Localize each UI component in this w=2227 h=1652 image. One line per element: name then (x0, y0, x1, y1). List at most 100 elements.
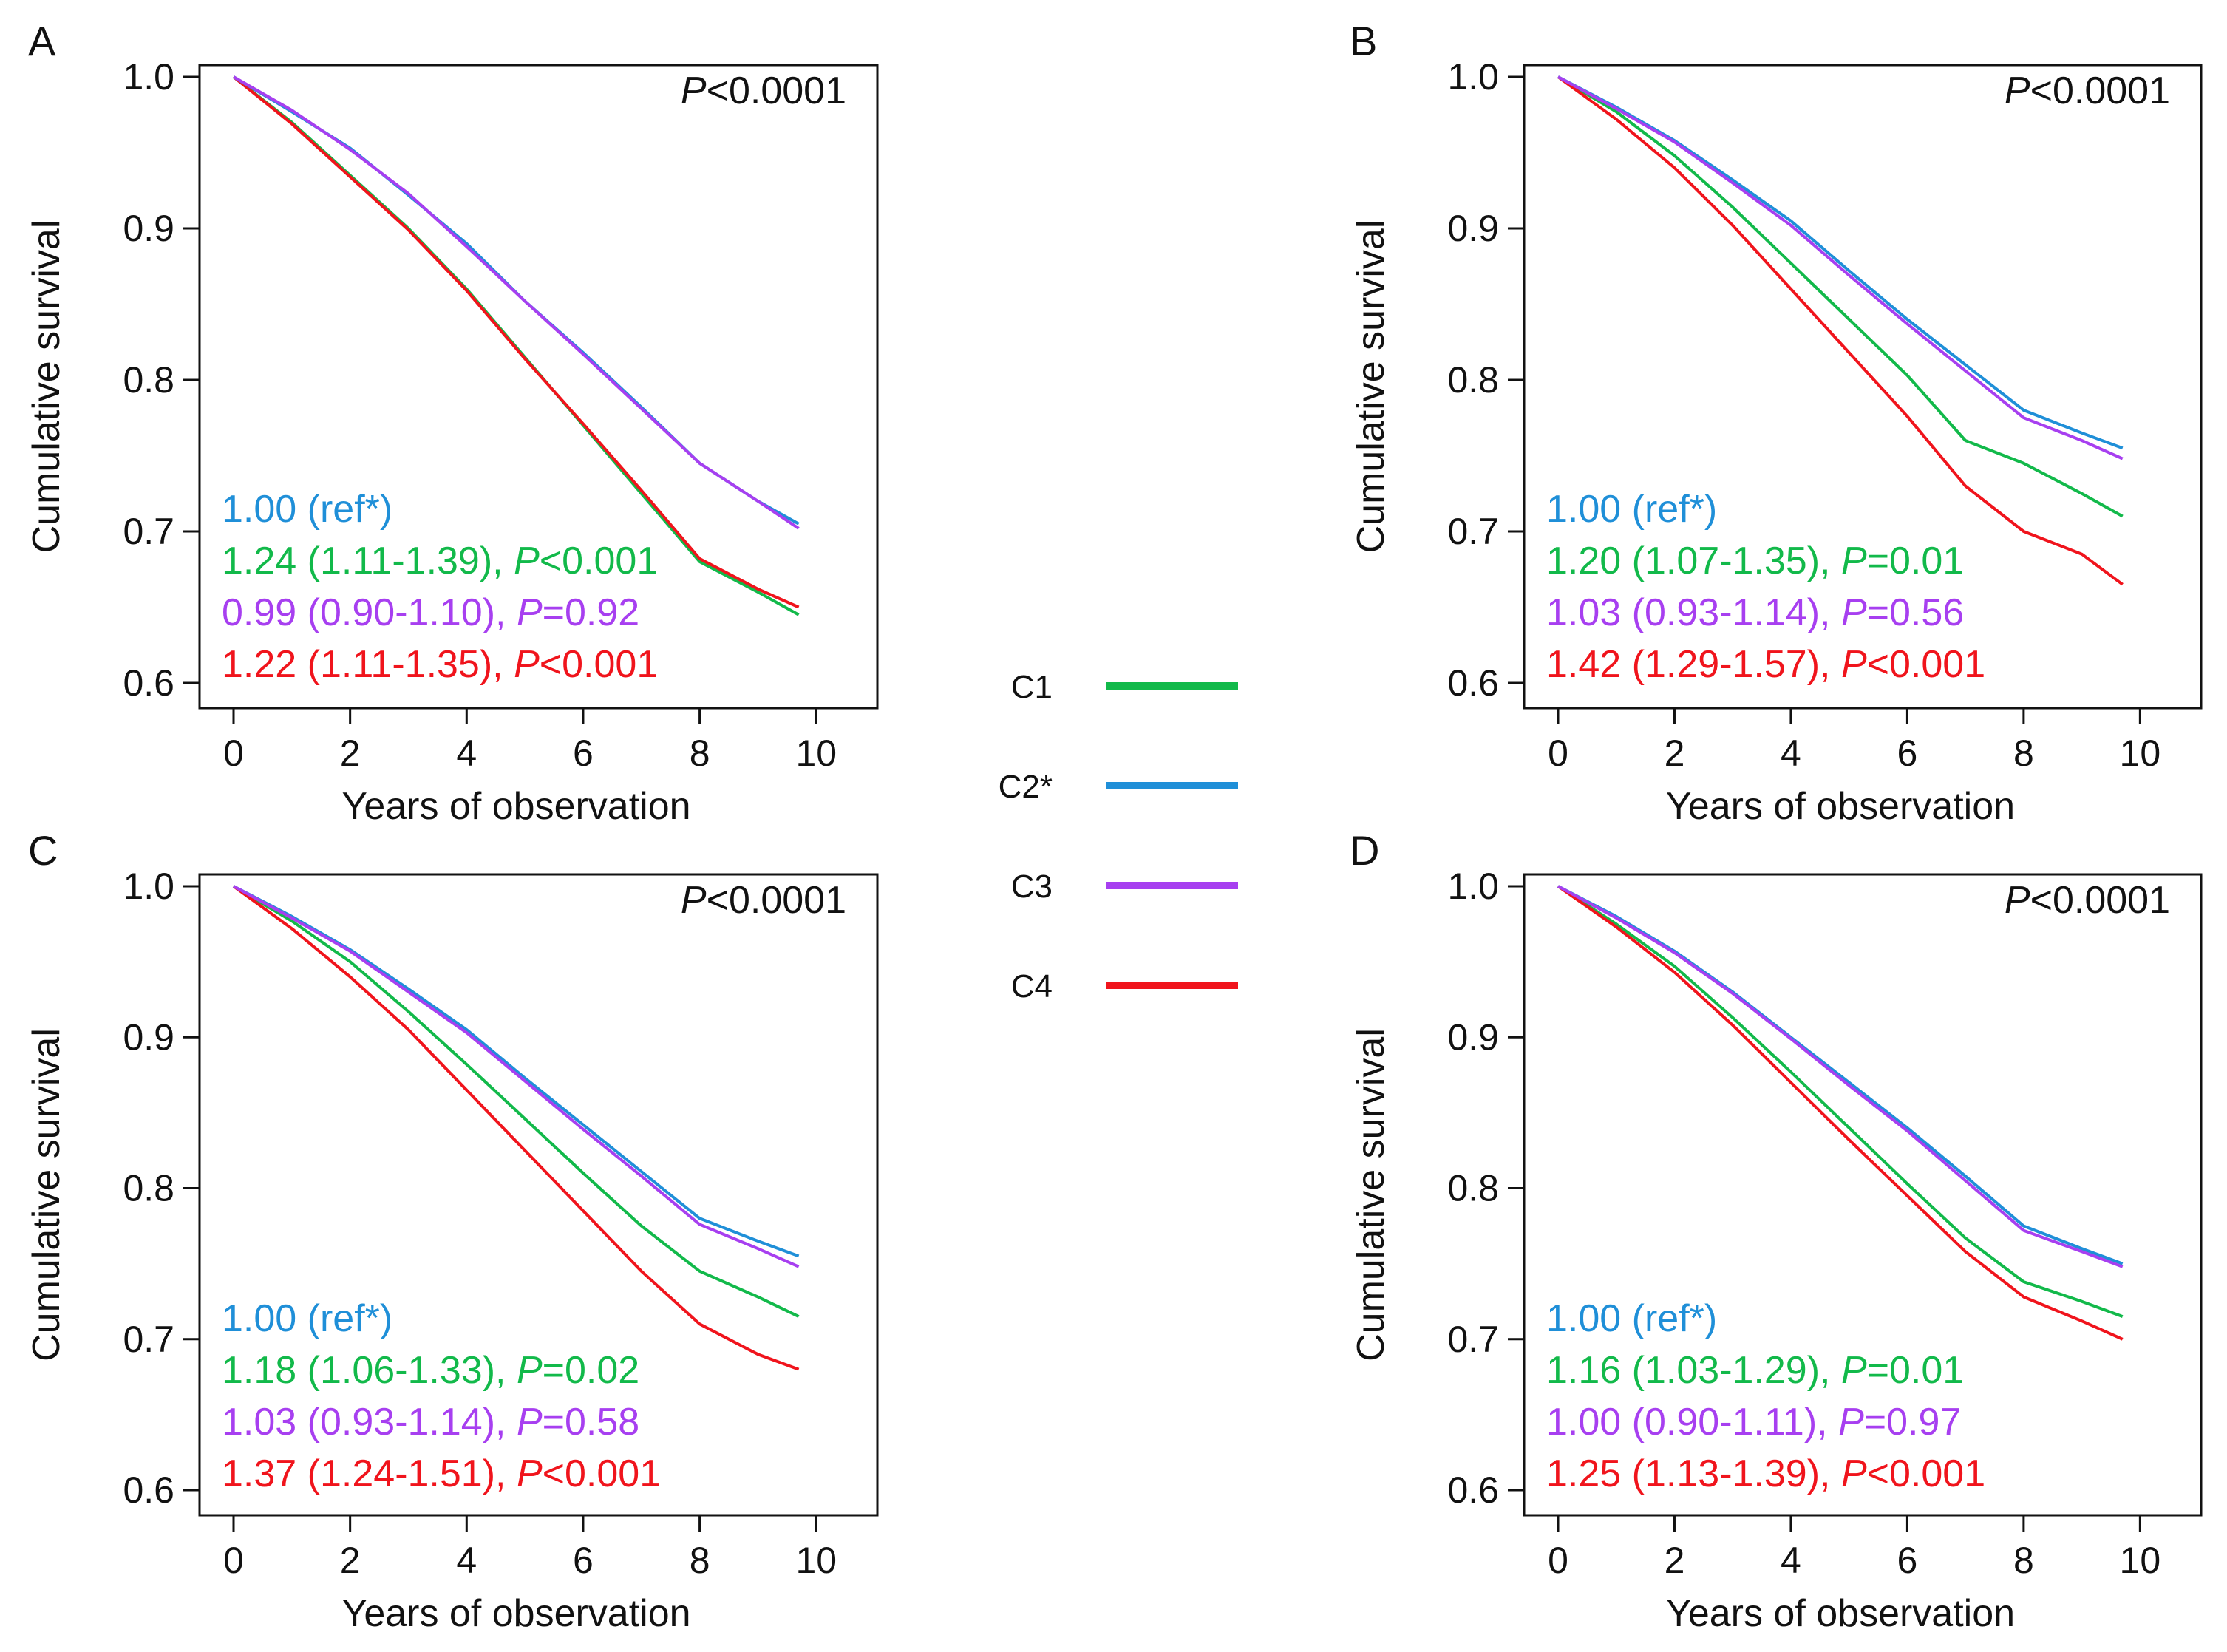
plot-frame (1523, 873, 2203, 1517)
y-tick-label: 1.0 (1447, 56, 1499, 98)
panel-d: D 0.6 0.7 0.8 0.9 1.0 0 2 4 6 8 10 Years of observat… (1350, 827, 2203, 1635)
series-line-c3 (233, 75, 800, 530)
hr-label-c2: 1.00 (ref*) (222, 1297, 392, 1340)
x-tick-label: 10 (795, 1540, 837, 1581)
legend-label-c1: C1 (1011, 669, 1053, 705)
x-axis-title: Years of observation (1666, 785, 2015, 828)
overall-p-value: P<0.0001 (2005, 879, 2170, 922)
series-line-c4 (232, 75, 800, 609)
hr-label-c1: 1.18 (1.06-1.33), P=0.02 (222, 1349, 639, 1392)
y-tick-label: 0.8 (1447, 359, 1499, 401)
hr-label-c2: 1.00 (ref*) (222, 488, 392, 531)
series-line-c3 (1557, 885, 2124, 1268)
hr-label-c2: 1.00 (ref*) (1546, 488, 1717, 531)
hr-label-c3: 1.03 (0.93-1.14), P=0.56 (1546, 591, 1964, 634)
y-tick-label: 0.9 (123, 208, 174, 249)
y-tick-label: 0.7 (123, 511, 174, 552)
y-tick-label: 0.6 (1447, 662, 1499, 704)
y-tick-label: 0.6 (123, 1469, 174, 1511)
series-line-c4 (1557, 885, 2124, 1341)
y-tick-label: 0.7 (1447, 1319, 1499, 1360)
y-axis-title: Cumulative survival (1350, 1028, 1393, 1362)
overall-p-value: P<0.0001 (681, 879, 846, 922)
hr-label-c3: 0.99 (0.90-1.10), P=0.92 (222, 591, 639, 634)
series-line-c2 (233, 885, 800, 1258)
x-tick-label: 4 (456, 732, 477, 774)
y-tick-label: 0.9 (1447, 1016, 1499, 1058)
x-tick-label: 0 (223, 1540, 244, 1581)
hr-label-c4: 1.25 (1.13-1.39), P<0.001 (1546, 1452, 1985, 1495)
y-tick-label: 1.0 (123, 866, 174, 907)
series-line-c4 (1557, 75, 2124, 586)
panel-letter: C (28, 827, 58, 874)
series-line-c1 (232, 75, 800, 616)
legend-label-c3: C3 (1011, 869, 1053, 905)
x-tick-label: 2 (1665, 732, 1685, 774)
overall-p-value: P<0.0001 (681, 69, 846, 112)
x-tick-label: 0 (223, 732, 244, 774)
x-tick-label: 0 (1548, 1540, 1568, 1581)
series-line-c1 (232, 885, 800, 1318)
y-tick-label: 0.8 (123, 1168, 174, 1209)
x-tick-label: 2 (340, 1540, 361, 1581)
legend: C1 C2* C3 C4 (999, 669, 1238, 1005)
y-tick-label: 0.6 (123, 662, 174, 704)
y-tick-label: 0.7 (1447, 511, 1499, 552)
x-tick-label: 6 (1897, 1540, 1918, 1581)
y-axis-title: Cumulative survival (1350, 220, 1393, 554)
plot-frame (198, 64, 879, 710)
hr-label-c1: 1.16 (1.03-1.29), P=0.01 (1546, 1349, 1964, 1392)
x-tick-label: 4 (1781, 1540, 1801, 1581)
y-axis-title: Cumulative survival (25, 1028, 68, 1362)
series-line-c4 (232, 885, 800, 1371)
x-axis-title: Years of observation (341, 785, 690, 828)
panel-c: C 0.6 0.7 0.8 0.9 1.0 0 2 4 6 8 10 Years of observat… (25, 827, 879, 1635)
x-tick-label: 10 (2120, 1540, 2161, 1581)
x-tick-label: 4 (1781, 732, 1801, 774)
y-tick-label: 0.9 (123, 1016, 174, 1058)
y-tick-label: 0.6 (1447, 1469, 1499, 1511)
plot-frame (198, 873, 879, 1517)
panel-letter: B (1350, 18, 1377, 64)
x-tick-label: 0 (1548, 732, 1568, 774)
legend-label-c2: C2* (999, 769, 1053, 805)
panel-letter: A (28, 18, 56, 64)
series-line-c1 (1557, 75, 2124, 518)
x-tick-label: 4 (456, 1540, 477, 1581)
x-tick-label: 6 (1897, 732, 1918, 774)
y-tick-label: 0.8 (1447, 1168, 1499, 1209)
series-line-c1 (1557, 885, 2124, 1318)
hr-label-c3: 1.03 (0.93-1.14), P=0.58 (222, 1401, 639, 1444)
x-tick-label: 2 (340, 732, 361, 774)
hr-label-c1: 1.20 (1.07-1.35), P=0.01 (1546, 540, 1964, 582)
x-tick-label: 2 (1665, 1540, 1685, 1581)
x-tick-label: 8 (2013, 732, 2034, 774)
x-tick-label: 10 (2120, 732, 2161, 774)
y-tick-label: 0.8 (123, 359, 174, 401)
x-tick-label: 8 (690, 1540, 710, 1581)
x-tick-label: 6 (573, 732, 594, 774)
x-tick-label: 8 (690, 732, 710, 774)
series-line-c2 (232, 75, 800, 526)
series-line-c3 (233, 885, 800, 1268)
hr-label-c4: 1.37 (1.24-1.51), P<0.001 (222, 1452, 661, 1495)
hr-label-c2: 1.00 (ref*) (1546, 1297, 1717, 1340)
panel-b: B 0.6 0.7 0.8 0.9 1.0 0 2 4 6 8 10 Years of observat… (1350, 18, 2203, 828)
x-tick-label: 10 (795, 732, 837, 774)
hr-label-c4: 1.22 (1.11-1.35), P<0.001 (222, 643, 658, 686)
y-tick-label: 0.9 (1447, 208, 1499, 249)
series-line-c3 (1557, 75, 2124, 460)
legend-label-c4: C4 (1011, 968, 1053, 1005)
overall-p-value: P<0.0001 (2005, 69, 2170, 112)
x-tick-label: 6 (573, 1540, 594, 1581)
plot-frame (1523, 64, 2203, 710)
hr-label-c1: 1.24 (1.11-1.39), P<0.001 (222, 540, 658, 582)
hr-label-c3: 1.00 (0.90-1.11), P=0.97 (1546, 1401, 1961, 1444)
hr-label-c4: 1.42 (1.29-1.57), P<0.001 (1546, 643, 1985, 686)
y-tick-label: 0.7 (123, 1319, 174, 1360)
x-tick-label: 8 (2013, 1540, 2034, 1581)
x-axis-title: Years of observation (1666, 1592, 2015, 1635)
panel-a: A 0.6 0.7 0.8 0.9 1.0 0 2 4 6 8 10 Years of observat… (25, 18, 879, 828)
x-axis-title: Years of observation (341, 1592, 690, 1635)
y-axis-title: Cumulative survival (25, 220, 68, 554)
